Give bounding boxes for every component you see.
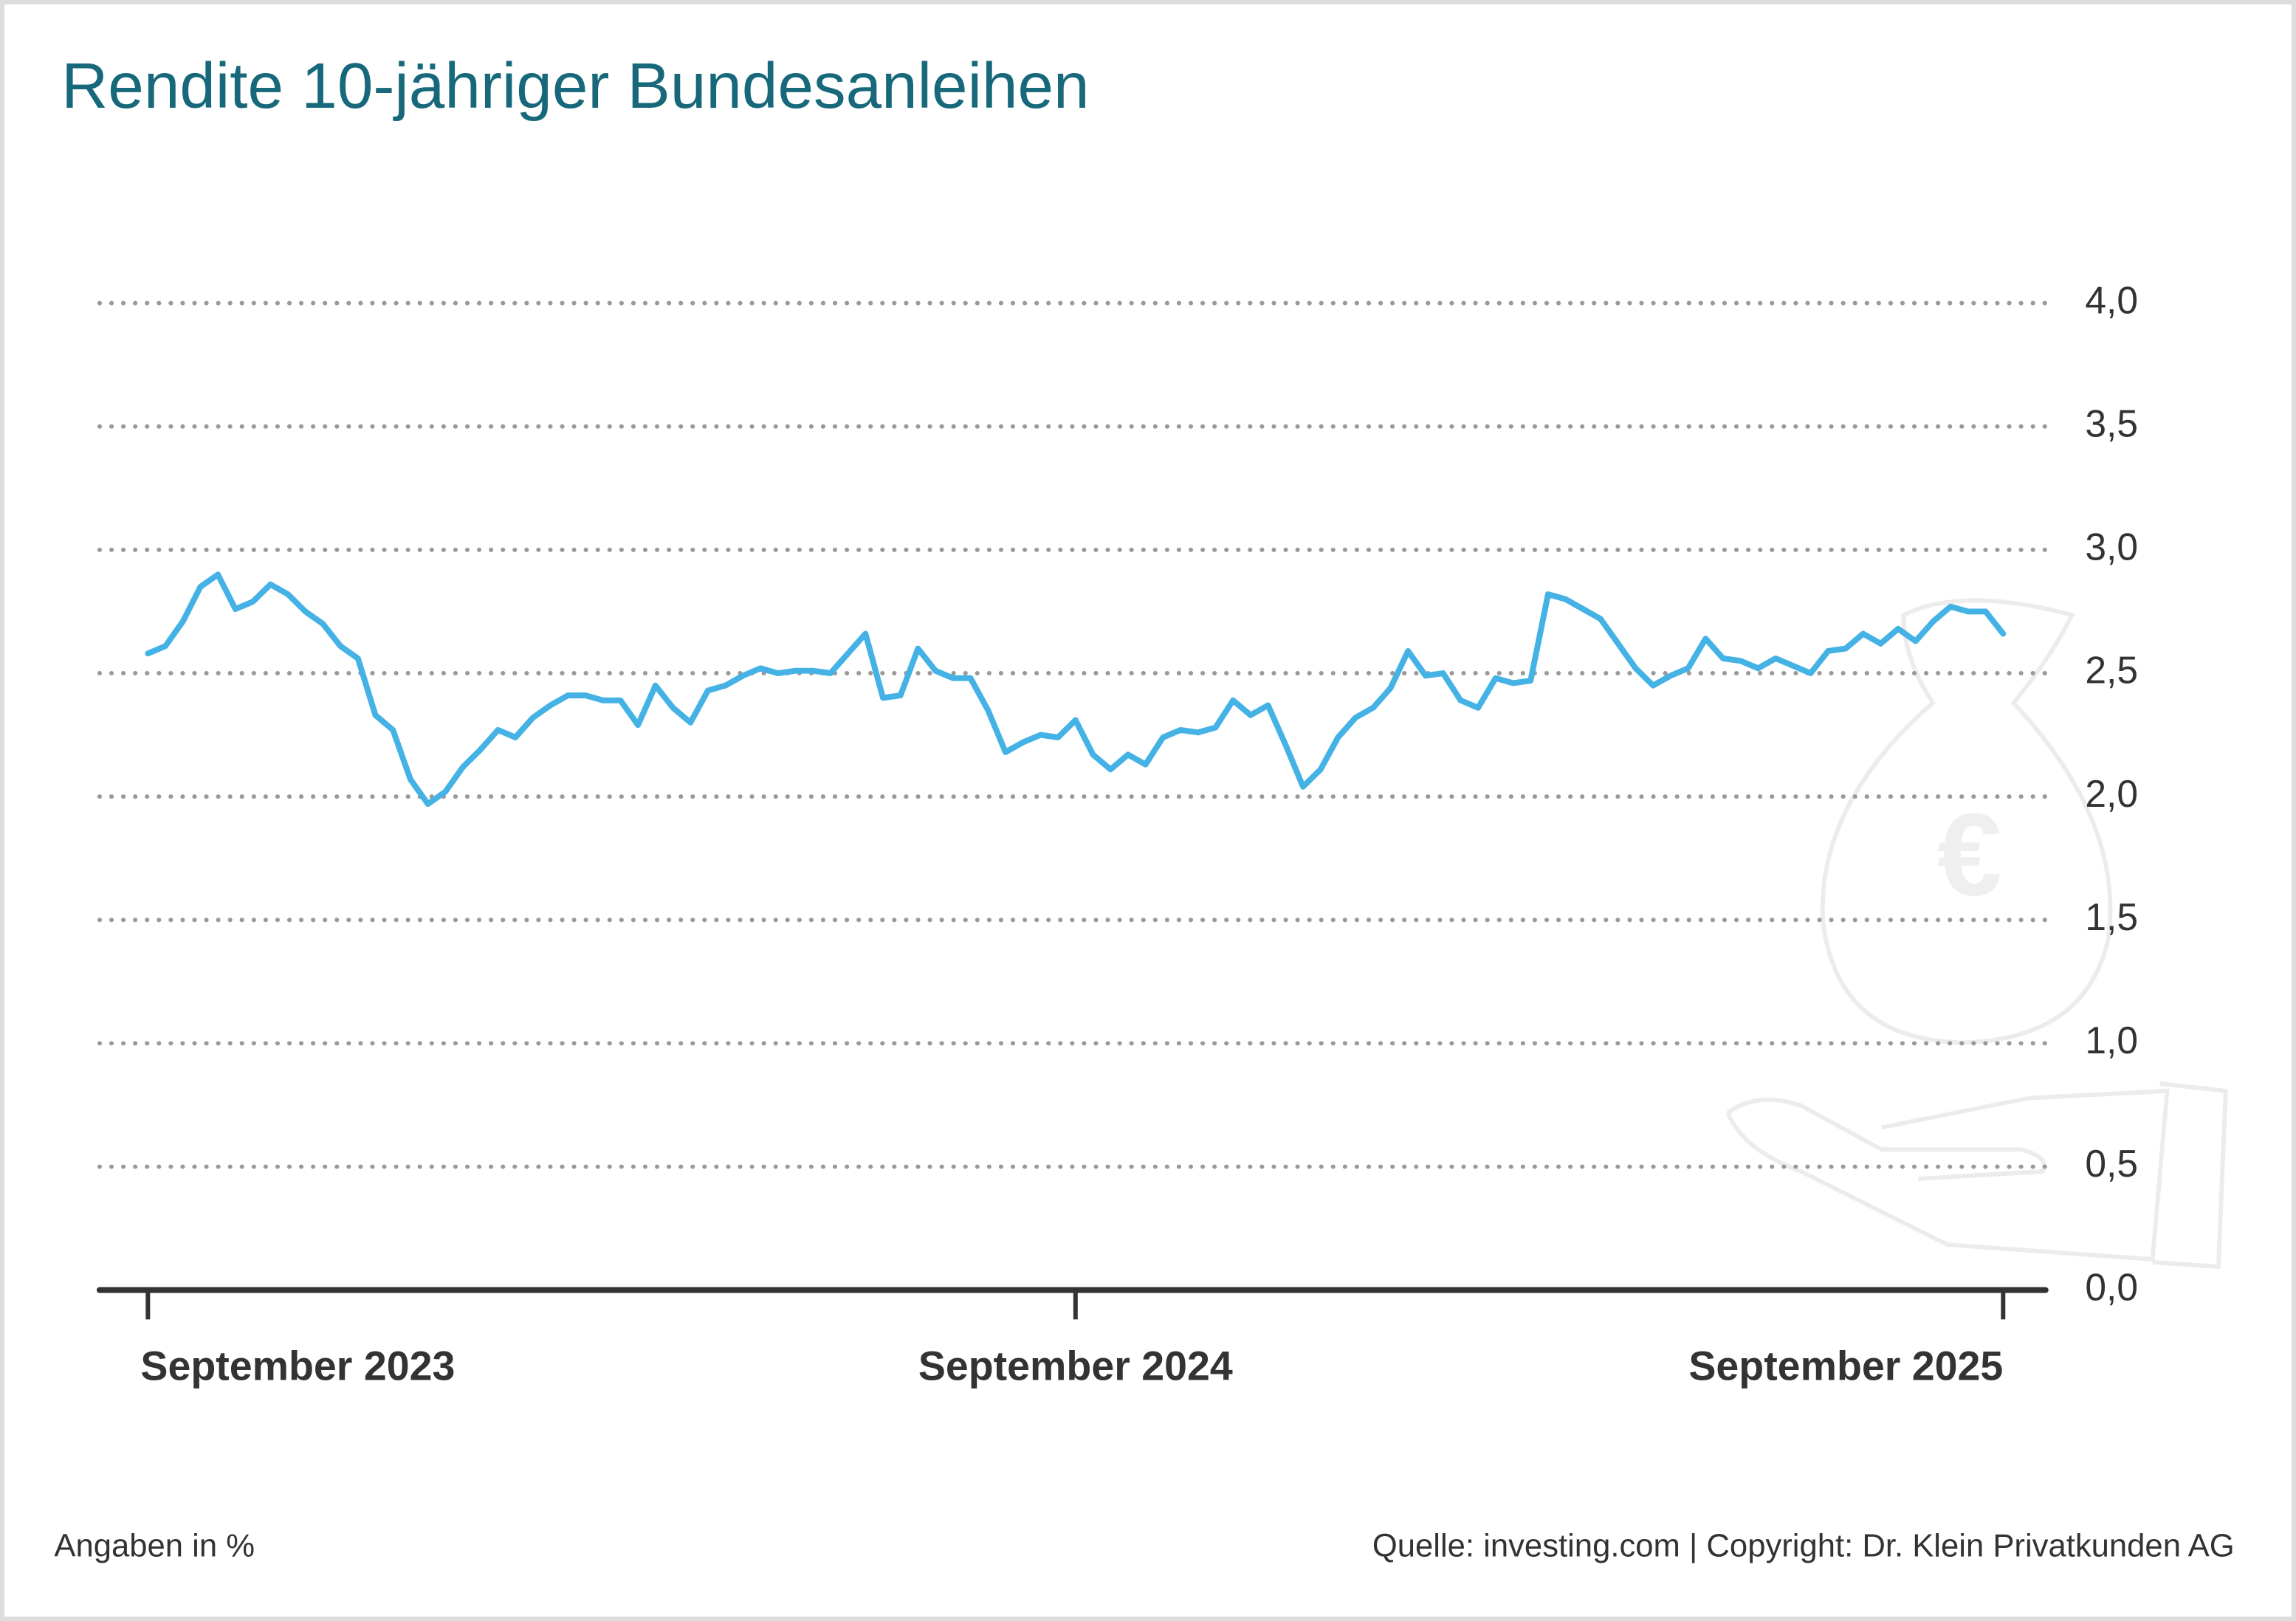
y-tick-label: 3,0 <box>2085 526 2138 568</box>
y-tick-label: 2,5 <box>2085 649 2138 692</box>
x-tick-label: September 2024 <box>918 1343 1233 1388</box>
chart-title: Rendite 10-jähriger Bundesanleihen <box>61 50 1089 122</box>
line-series <box>145 571 2007 808</box>
y-tick-label: 4,0 <box>2085 278 2138 321</box>
y-tick-label: 1,0 <box>2085 1019 2138 1061</box>
y-tick-label: 3,5 <box>2085 402 2138 444</box>
money-icon <box>1725 598 2228 1270</box>
y-tick-label: 2,0 <box>2085 772 2138 815</box>
note: Angaben in % <box>54 1528 255 1563</box>
x-tick-label: September 2023 <box>140 1343 455 1388</box>
x-tick-label: September 2025 <box>1688 1343 2003 1388</box>
euro-icon: € <box>1937 788 2002 920</box>
source: Quelle: investing.com | Copyright: Dr. K… <box>1372 1528 2235 1563</box>
y-tick-label: 1,5 <box>2085 895 2138 938</box>
y-tick-label: 0,5 <box>2085 1142 2138 1185</box>
y-tick-label: 0,0 <box>2085 1265 2138 1308</box>
